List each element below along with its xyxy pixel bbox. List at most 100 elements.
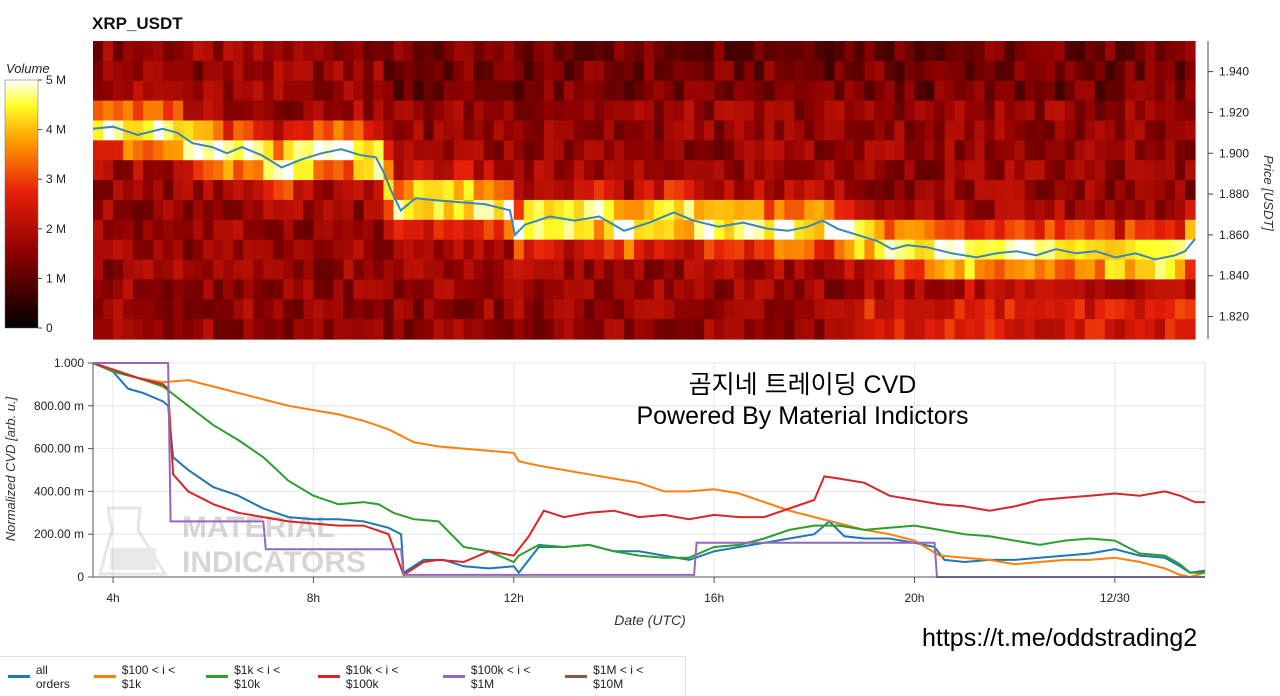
heatmap-cell	[904, 199, 916, 221]
heatmap-cell	[954, 199, 966, 221]
heatmap-cell	[433, 140, 445, 161]
heatmap-cell	[974, 199, 986, 221]
heatmap-cell	[583, 319, 595, 340]
heatmap-cell	[914, 80, 926, 102]
heatmap-cell	[633, 219, 645, 241]
heatmap-cell	[834, 41, 845, 62]
heatmap-cell	[93, 199, 104, 221]
heatmap-cell	[724, 180, 735, 201]
heatmap-cell	[243, 219, 254, 241]
heatmap-cell	[1114, 199, 1126, 221]
heatmap-cell	[403, 239, 415, 261]
heatmap-cell	[613, 41, 625, 62]
heatmap-cell	[974, 80, 986, 102]
heatmap-cell	[744, 259, 755, 280]
legend-item[interactable]: $1k < i < $10k	[206, 663, 309, 691]
heatmap-cell	[714, 239, 725, 261]
heatmap-cell	[704, 160, 715, 181]
heatmap-cell	[1014, 41, 1026, 62]
heatmap-cell	[1174, 279, 1186, 300]
heatmap-cell	[684, 160, 695, 181]
heatmap-cell	[1154, 199, 1166, 221]
heatmap-cell	[223, 100, 234, 122]
heatmap-cell	[423, 299, 435, 320]
heatmap-cell	[694, 140, 705, 161]
heatmap-cell	[253, 140, 264, 161]
heatmap-cell	[754, 140, 765, 161]
heatmap-cell	[413, 299, 425, 320]
heatmap-cell	[283, 140, 294, 161]
heatmap-cell	[1014, 279, 1026, 300]
heatmap-cell	[233, 60, 244, 82]
heatmap-cell	[623, 160, 635, 181]
heatmap-cell	[864, 120, 876, 141]
heatmap-cell	[644, 80, 655, 102]
heatmap-cell	[633, 100, 645, 122]
heatmap-cell	[704, 60, 715, 82]
heatmap-cell	[834, 180, 845, 201]
heatmap-cell	[243, 180, 254, 201]
heatmap-cell	[493, 120, 505, 141]
heatmap-cell	[974, 299, 986, 320]
heatmap-cell	[573, 80, 585, 102]
heatmap-cell	[1044, 180, 1056, 201]
heatmap-cell	[1034, 279, 1046, 300]
heatmap-cell	[864, 80, 876, 102]
heatmap-cell	[1004, 160, 1016, 181]
heatmap-cell	[303, 239, 314, 261]
heatmap-cell	[874, 299, 886, 320]
heatmap-cell	[1014, 160, 1026, 181]
telegram-url[interactable]: https://t.me/oddstrading2	[922, 624, 1198, 652]
heatmap-cell	[804, 180, 815, 201]
heatmap-cell	[593, 219, 605, 241]
heatmap-cell	[754, 279, 765, 300]
heatmap-cell	[523, 41, 535, 62]
heatmap-cell	[553, 41, 565, 62]
heatmap-cell	[133, 140, 144, 161]
heatmap-cell	[1124, 319, 1136, 340]
heatmap-cell	[714, 180, 725, 201]
heatmap-cell	[1124, 160, 1136, 181]
legend-item[interactable]: $1M < i < $10M	[565, 663, 676, 691]
heatmap-cell	[543, 199, 555, 221]
legend-item[interactable]: all orders	[8, 663, 85, 691]
heatmap-cell	[874, 259, 886, 280]
legend-item[interactable]: $10k < i < $100k	[318, 663, 434, 691]
heatmap-cell	[513, 299, 525, 320]
cvd-x-tick-label: 12h	[504, 591, 524, 605]
heatmap-cell	[754, 259, 765, 280]
heatmap-cell	[1074, 140, 1086, 161]
heatmap-cell	[163, 140, 174, 161]
heatmap-cell	[473, 239, 485, 261]
heatmap-cell	[423, 199, 435, 221]
heatmap-cell	[1074, 279, 1086, 300]
heatmap-cell	[994, 140, 1006, 161]
heatmap-cell	[704, 80, 715, 102]
heatmap-cell	[333, 279, 345, 300]
heatmap-cell	[543, 279, 555, 300]
heatmap-cell	[1054, 299, 1066, 320]
heatmap-cell	[473, 80, 485, 102]
heatmap-cell	[213, 199, 224, 221]
heatmap-cell	[503, 180, 515, 201]
price-tick-label: 1.920	[1219, 105, 1249, 119]
heatmap-cell	[183, 41, 194, 62]
legend-item[interactable]: $100k < i < $1M	[442, 663, 556, 691]
heatmap-cell	[1054, 140, 1066, 161]
heatmap-cell	[573, 219, 585, 241]
heatmap-cell	[333, 299, 345, 320]
heatmap-cell	[413, 259, 425, 280]
cvd-series-line	[92, 362, 1205, 577]
overlay-line-2: Powered By Material Indictors	[636, 402, 969, 430]
heatmap-cell	[583, 60, 595, 82]
heatmap-cell	[333, 239, 345, 261]
heatmap-cell	[714, 319, 725, 340]
heatmap-cell	[804, 219, 815, 241]
legend-item[interactable]: $100 < i < $1k	[93, 663, 197, 691]
heatmap-cell	[593, 100, 605, 122]
heatmap-cell	[874, 100, 886, 122]
heatmap-cell	[654, 120, 665, 141]
heatmap-cell	[1074, 319, 1086, 340]
heatmap-cell	[684, 60, 695, 82]
heatmap-cell	[814, 160, 825, 181]
